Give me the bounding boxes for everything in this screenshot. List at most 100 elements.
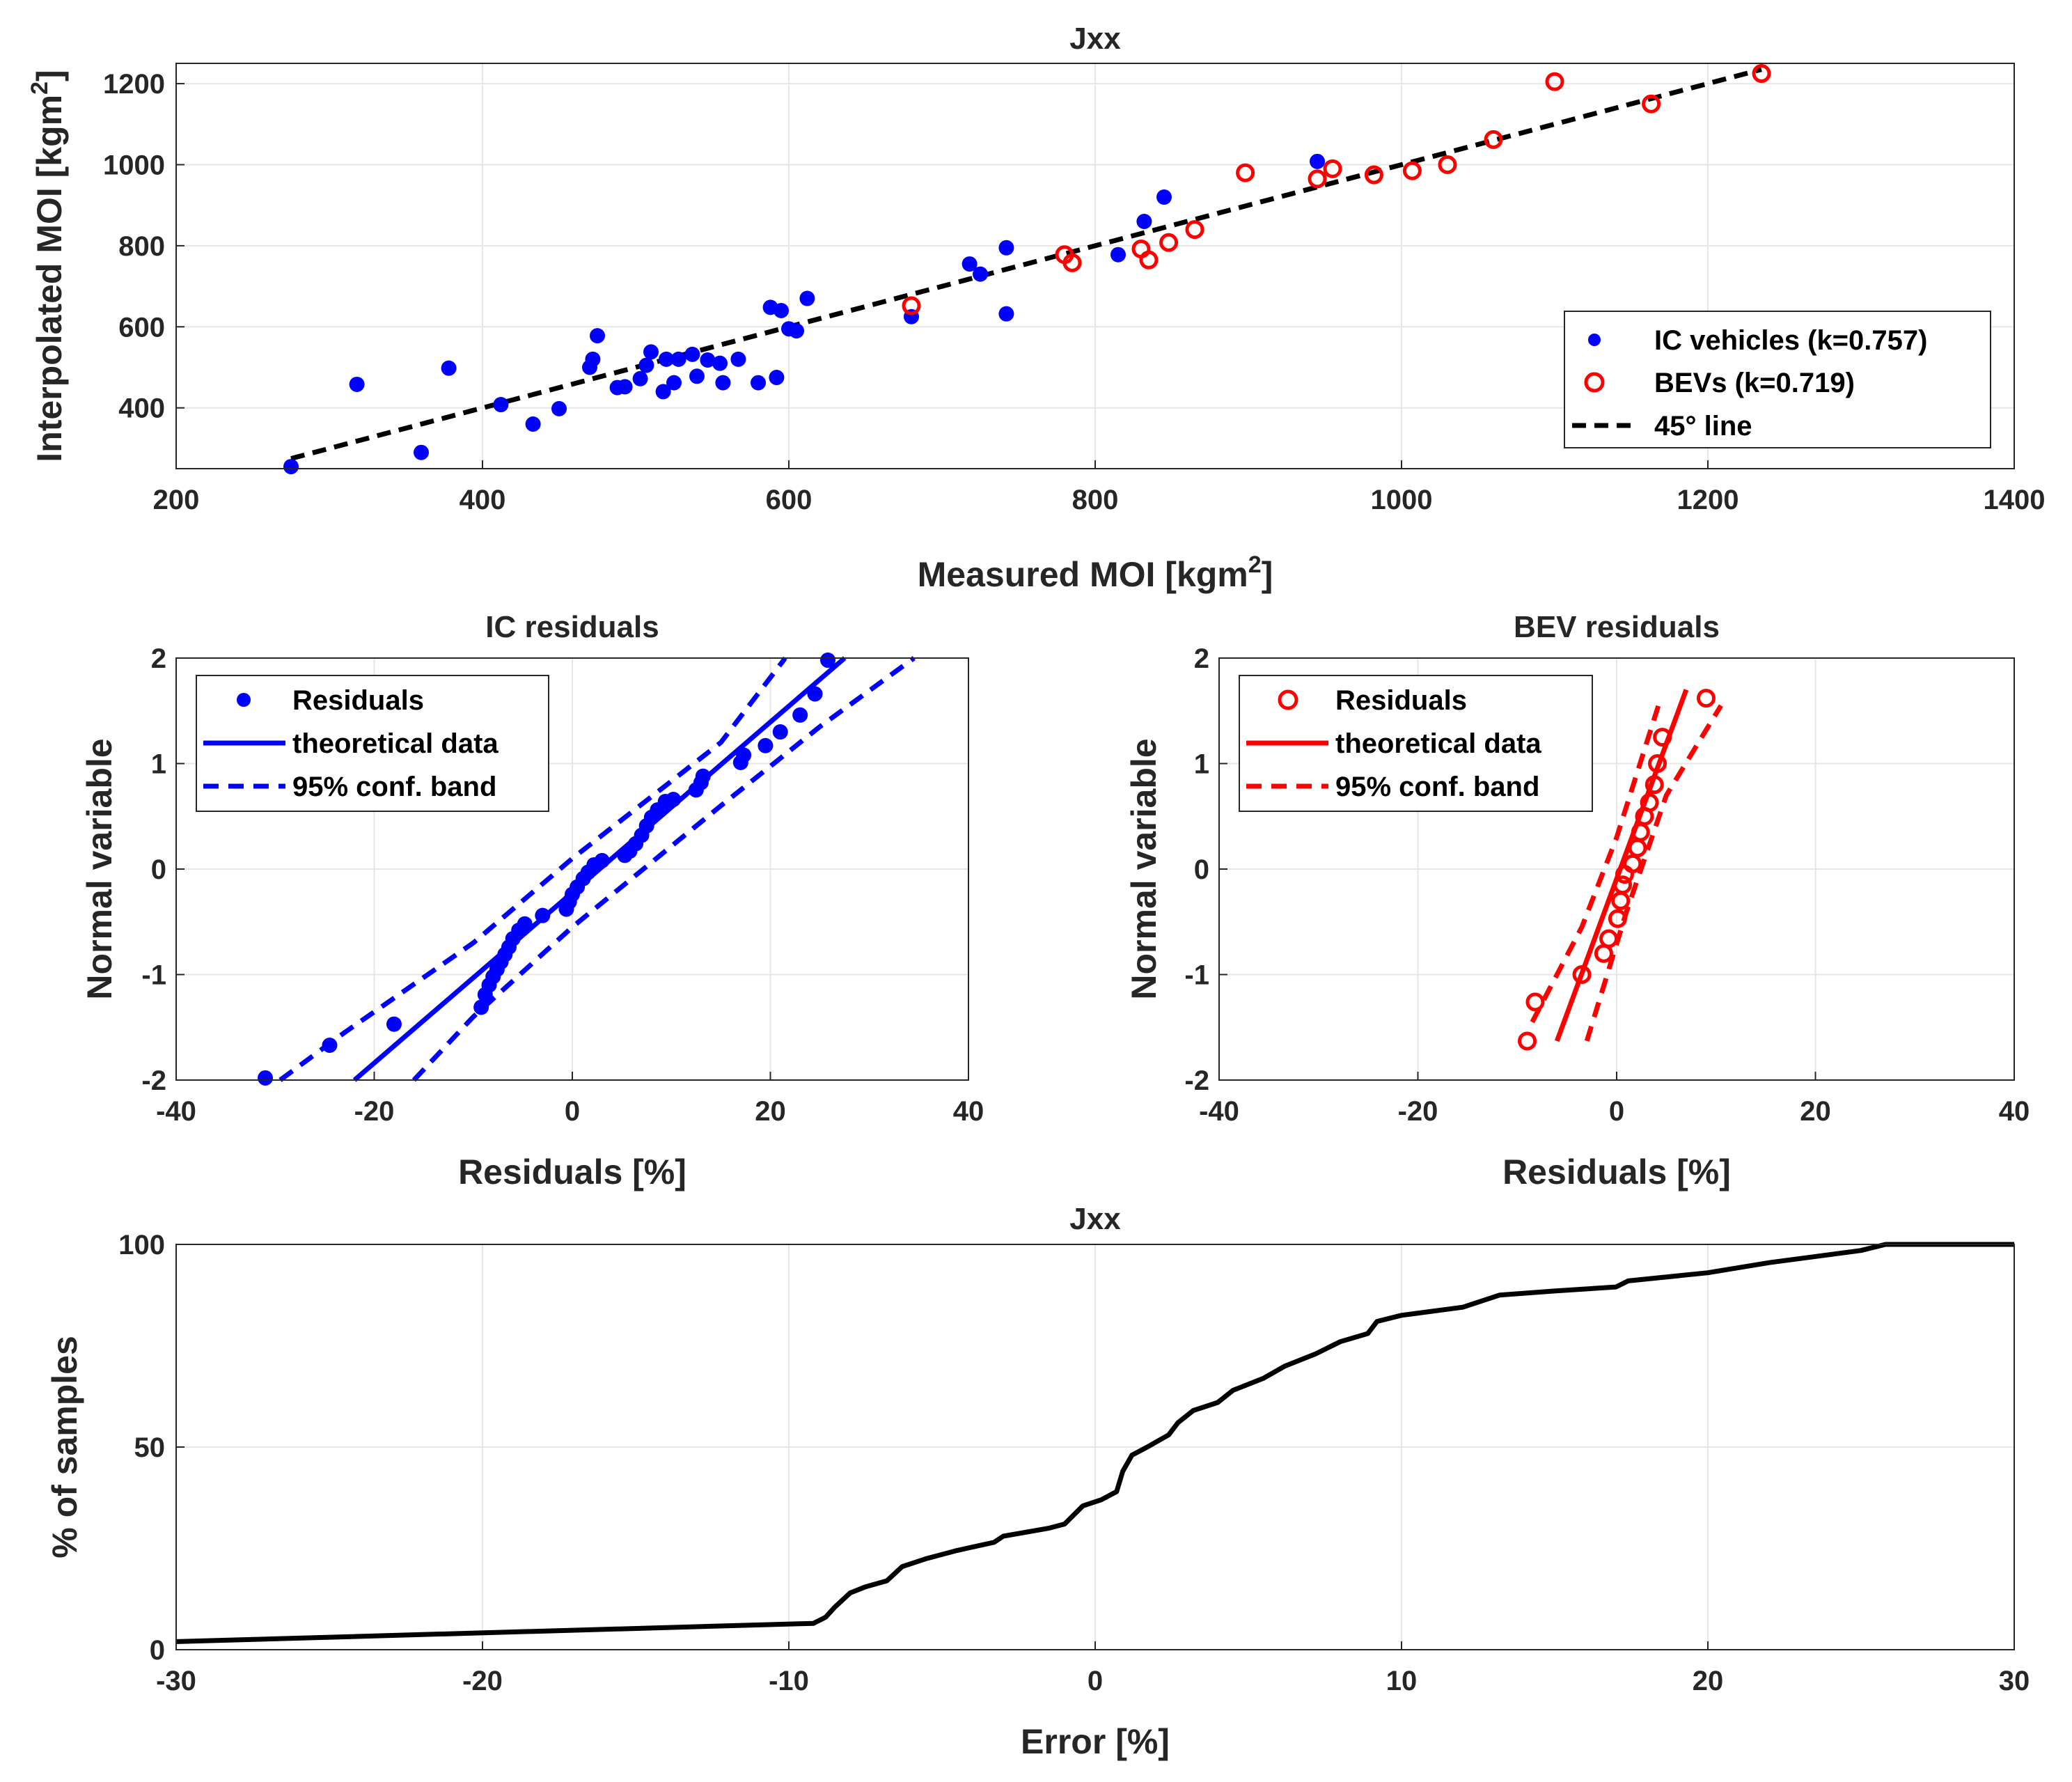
- cdf-x-tick-label: 30: [1999, 1666, 2030, 1696]
- ic-residuals-x-tick-label: -20: [354, 1096, 395, 1127]
- cdf-line: [175, 1242, 2014, 1644]
- ic-vehicle-point: [684, 346, 700, 362]
- ic-residuals-axes-frame: [175, 657, 969, 1081]
- ic-residuals-panel: -40 -20 0 20 40 -2 -1 0 1 2 IC residuals Residual…: [80, 610, 984, 1191]
- ic-vehicle-point: [655, 384, 671, 400]
- cdf-y-tick-label: 50: [134, 1432, 166, 1463]
- bev-residuals-y-tick-label: 2: [1194, 643, 1209, 674]
- cdf-y-tick-label: 0: [150, 1635, 165, 1666]
- ic-residuals-y-tick-label: -1: [141, 960, 166, 991]
- scatter-y-tick-label: 1000: [103, 150, 165, 181]
- bev-residuals-y-tick-label: 1: [1194, 749, 1209, 780]
- ic-residuals-y-axis-label: Normal variable: [80, 738, 119, 999]
- ic-vehicle-point: [700, 352, 716, 368]
- bev-residuals-residual-point: [1518, 1031, 1537, 1051]
- bev-residuals-y-tick-label: -2: [1184, 1065, 1209, 1096]
- cdf-title: Jxx: [1069, 1202, 1121, 1236]
- cdf-x-axis-label: Error [%]: [1021, 1722, 1170, 1761]
- scatter-legend-box: [1564, 311, 1991, 448]
- bev-point: [1236, 163, 1255, 182]
- ic-residuals-residual-point: [386, 1016, 402, 1032]
- scatter-legend: IC vehicles (k=0.757) BEVs (k=0.719) 45°…: [1564, 311, 1991, 448]
- ic-vehicle-point: [670, 351, 686, 367]
- scatter-panel: 200 400 600 800 1000 1200 1400 400 600 800 1000 120…: [26, 22, 2045, 594]
- bev-residuals-residual-point: [1613, 875, 1633, 895]
- bev-residuals-x-axis-label: Residuals [%]: [1502, 1152, 1731, 1191]
- scatter-y-axis-label: Interpolated MOI [kgm2]: [26, 70, 69, 462]
- legend-ic-label: IC vehicles (k=0.757): [1654, 325, 1927, 356]
- bev-point: [1752, 64, 1771, 84]
- ic-residuals-residual-point: [322, 1038, 338, 1054]
- bev-point: [1484, 130, 1503, 149]
- legend-ic-marker: [1588, 334, 1601, 346]
- cdf-panel: -30 -20 -10 0 10 20 30 0 50 100 Jxx Error [%] % o…: [45, 1202, 2030, 1761]
- cdf-x-tick-label: -30: [156, 1666, 196, 1696]
- bev-residuals-x-tick-label: -20: [1398, 1096, 1438, 1127]
- scatter-x-tick-label: 1200: [1677, 485, 1739, 515]
- bev-residuals-y-axis-label: Normal variable: [1124, 738, 1163, 999]
- ic-residuals-y-tick-label: 0: [151, 854, 166, 885]
- ic-vehicle-point: [1110, 247, 1126, 263]
- bev-point: [1642, 94, 1661, 114]
- ic-residuals-residual-point: [535, 907, 551, 923]
- bev-point: [1364, 165, 1383, 185]
- cdf-x-tick-label: 0: [1088, 1666, 1103, 1696]
- ic-residuals-residual-point: [258, 1070, 274, 1086]
- ic-vehicle-point: [493, 397, 509, 413]
- scatter-y-tick-label: 400: [118, 393, 165, 424]
- bev-legend-theory-label: theoretical data: [1335, 728, 1541, 759]
- bev-residuals-tick-labels: -40 -20 0 20 40 -2 -1 0 1 2: [1184, 643, 2030, 1127]
- ic-residuals-conf-band-low: [411, 656, 916, 1082]
- bev-point: [1402, 161, 1422, 180]
- cdf-data: [175, 1242, 2014, 1644]
- scatter-y-tick-label: 800: [118, 231, 165, 262]
- ic-vehicle-point: [712, 355, 728, 371]
- ic-vehicle-point: [643, 344, 659, 360]
- ic-vehicle-point: [638, 357, 654, 373]
- scatter-title: Jxx: [1069, 22, 1121, 56]
- ic-residuals-x-tick-label: 20: [755, 1096, 786, 1127]
- ic-vehicle-point: [1310, 153, 1325, 169]
- bev-point: [1438, 155, 1457, 174]
- scatter-x-tick-label: 200: [153, 485, 200, 515]
- bev-residuals-conf-band-low: [1584, 704, 1723, 1042]
- ic-vehicle-point: [998, 240, 1014, 256]
- bev-residuals-residual-point: [1572, 965, 1592, 984]
- ic-residuals-data: [258, 652, 916, 1086]
- ic-residuals-residual-point: [807, 686, 823, 702]
- ic-vehicle-point: [973, 266, 988, 282]
- cdf-y-axis-label: % of samples: [45, 1336, 84, 1558]
- ic-legend-residuals-marker: [237, 693, 251, 707]
- scatter-y-tick-label: 600: [118, 312, 165, 343]
- ic-residuals-residual-point: [517, 916, 533, 932]
- bev-residuals-residual-point: [1696, 689, 1716, 708]
- ic-vehicle-point: [666, 375, 682, 391]
- ic-residuals-residual-point: [792, 707, 808, 723]
- ic-residuals-x-axis-label: Residuals [%]: [458, 1152, 686, 1191]
- bev-residuals-residual-point: [1645, 775, 1664, 795]
- legend-bev-label: BEVs (k=0.719): [1654, 368, 1855, 398]
- ic-residuals-residual-point: [736, 747, 752, 763]
- ic-residuals-y-tick-label: -2: [141, 1065, 166, 1096]
- ic-vehicle-point: [617, 379, 633, 395]
- bev-point: [1062, 253, 1082, 272]
- ic-residuals-residual-point: [772, 724, 788, 740]
- ic-vehicle-point: [659, 351, 674, 367]
- ic-vehicle-point: [590, 328, 605, 344]
- bev-point: [1159, 233, 1179, 252]
- bev-residuals-residual-point: [1525, 992, 1545, 1012]
- ic-vehicle-point: [525, 416, 541, 432]
- bev-residuals-residual-point: [1640, 793, 1659, 813]
- scatter-x-axis-label: Measured MOI [kgm2]: [918, 552, 1273, 594]
- scatter-tick-labels: 200 400 600 800 1000 1200 1400 400 600 800 1000 120…: [103, 69, 2045, 515]
- bev-point: [1308, 169, 1327, 189]
- bev-residuals-panel: -40 -20 0 20 40 -2 -1 0 1 2 BEV residuals Residua…: [1124, 610, 2030, 1191]
- ic-residuals-y-tick-label: 2: [151, 643, 166, 674]
- ic-vehicle-point: [349, 376, 365, 392]
- scatter-x-tick-label: 400: [460, 485, 506, 515]
- bev-residuals-legend: Residuals theoretical data 95% conf. ban…: [1239, 675, 1593, 812]
- ic-vehicle-point: [799, 290, 815, 306]
- bev-point: [1323, 159, 1342, 178]
- cdf-x-tick-label: 20: [1693, 1666, 1724, 1696]
